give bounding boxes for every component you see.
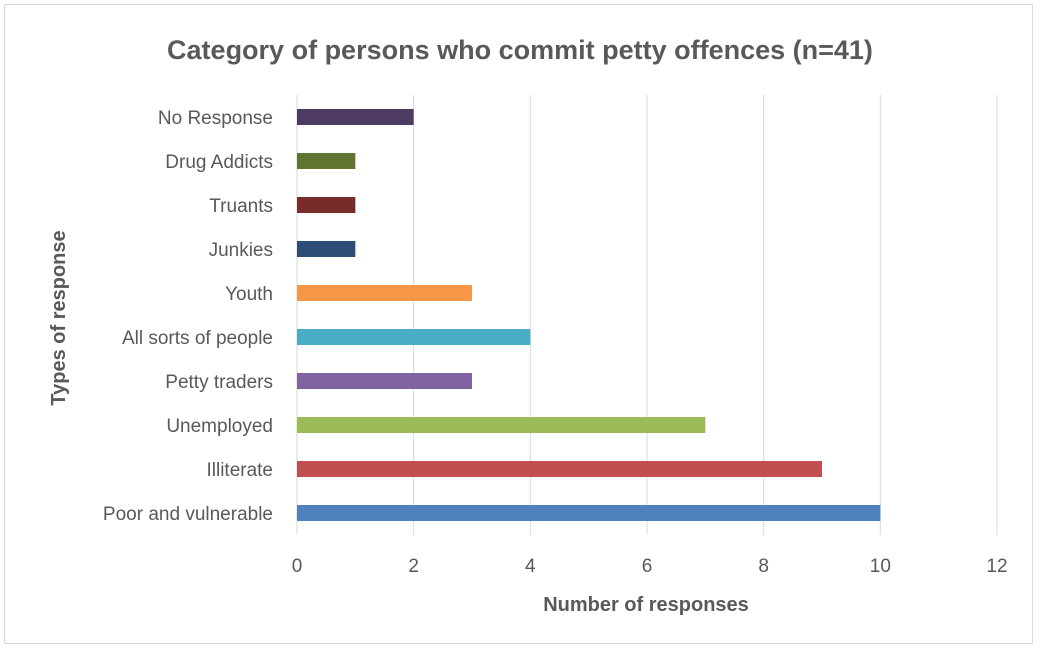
bar [297, 109, 414, 125]
chart-frame: Category of persons who commit petty off… [4, 4, 1033, 644]
category-label: Drug Addicts [165, 152, 273, 173]
x-tick-label: 12 [986, 556, 1007, 577]
bar [297, 329, 531, 345]
category-label: No Response [158, 108, 273, 129]
bar [297, 505, 881, 521]
bar [297, 461, 822, 477]
category-label: Petty traders [165, 372, 273, 393]
gridlines [296, 95, 998, 535]
x-tick-label: 6 [642, 556, 653, 577]
bar [297, 285, 472, 301]
y-axis-title: Types of response [48, 230, 70, 405]
category-label: Unemployed [166, 416, 273, 437]
x-axis-title: Number of responses [543, 594, 749, 616]
bar-chart: Category of persons who commit petty off… [48, 35, 1008, 616]
category-label: Poor and vulnerable [103, 504, 273, 525]
bar [297, 373, 472, 389]
x-tick-label: 2 [408, 556, 419, 577]
x-tick-label: 4 [525, 556, 536, 577]
category-label: Junkies [209, 240, 273, 261]
bars [297, 109, 881, 521]
x-tick-label: 0 [292, 556, 303, 577]
category-label: Truants [209, 196, 273, 217]
x-tick-label: 8 [758, 556, 769, 577]
bar [297, 241, 356, 257]
chart-title: Category of persons who commit petty off… [167, 35, 873, 65]
category-label: All sorts of people [122, 328, 273, 349]
bar [297, 197, 356, 213]
x-tick-label: 10 [870, 556, 891, 577]
category-labels: Poor and vulnerable Illiterate Unemployed P… [103, 108, 273, 525]
category-label: Youth [225, 284, 273, 305]
bar [297, 153, 356, 169]
bar [297, 417, 706, 433]
x-tick-labels: 0 2 4 6 8 10 12 [292, 556, 1008, 577]
category-label: Illiterate [206, 460, 273, 481]
